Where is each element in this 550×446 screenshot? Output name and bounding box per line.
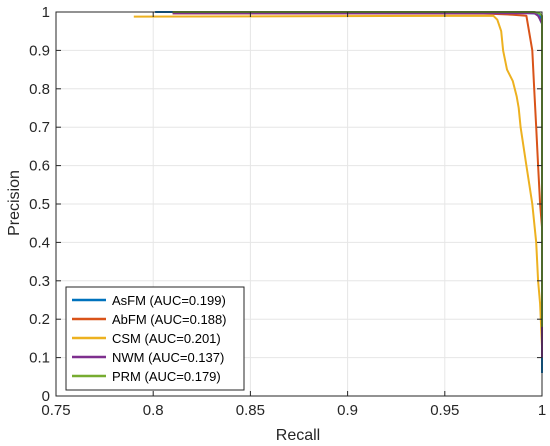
y-axis-label: Precision xyxy=(6,170,23,236)
x-tick-label: 0.85 xyxy=(236,402,265,419)
y-tick-label: 0.4 xyxy=(29,234,50,251)
legend-label-0: AsFM (AUC=0.199) xyxy=(112,293,226,308)
x-tick-label: 0.9 xyxy=(337,402,358,419)
legend-label-3: NWM (AUC=0.137) xyxy=(112,350,224,365)
x-tick-label: 0.8 xyxy=(143,402,164,419)
y-tick-label: 0.6 xyxy=(29,158,50,175)
y-tick-label: 0.5 xyxy=(29,196,50,213)
legend-label-4: PRM (AUC=0.179) xyxy=(112,369,221,384)
legend: AsFM (AUC=0.199) AbFM (AUC=0.188) CSM (AUC… xyxy=(65,286,245,391)
y-tick-label: 0.9 xyxy=(29,42,50,59)
y-tick-label: 0.2 xyxy=(29,311,50,328)
y-ticks: 0 0.1 0.2 0.3 0.4 0.5 0.6 0.7 0.8 0.9 1 xyxy=(29,4,542,405)
legend-label-1: AbFM (AUC=0.188) xyxy=(112,312,227,327)
legend-label-2: CSM (AUC=0.201) xyxy=(112,331,221,346)
y-tick-label: 0.7 xyxy=(29,119,50,136)
y-tick-label: 0.3 xyxy=(29,273,50,290)
y-tick-label: 0 xyxy=(42,388,50,405)
series-line-1 xyxy=(172,12,543,350)
series-line-2 xyxy=(133,14,543,347)
x-axis-label: Recall xyxy=(276,427,320,444)
x-tick-label: 0.75 xyxy=(41,402,70,419)
y-tick-label: 0.1 xyxy=(29,350,50,367)
y-tick-label: 1 xyxy=(42,4,50,21)
x-tick-label: 0.95 xyxy=(430,402,459,419)
y-tick-label: 0.8 xyxy=(29,81,50,98)
x-ticks: 0.75 0.8 0.85 0.9 0.95 1 xyxy=(41,12,546,419)
x-tick-label: 1 xyxy=(538,402,546,419)
